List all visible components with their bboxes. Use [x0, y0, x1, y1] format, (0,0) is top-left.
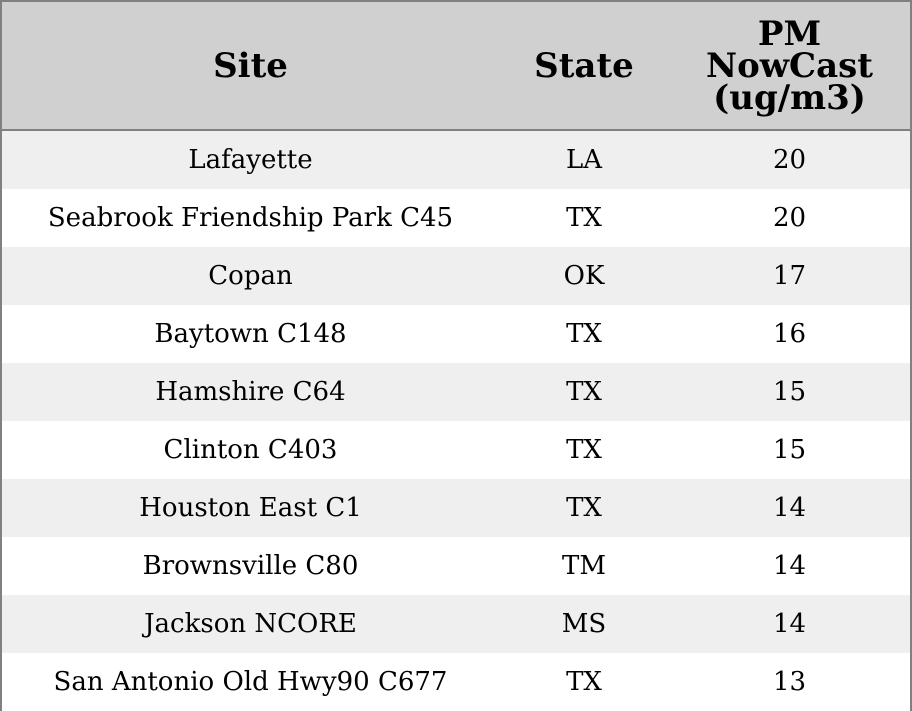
table-row: Clinton C403 TX 15: [2, 421, 910, 479]
cell-site: Brownsville C80: [142, 551, 359, 581]
cell-site: Baytown C148: [154, 319, 347, 349]
header-pm-line1: PM: [757, 13, 822, 54]
header-pm-line2: NowCast: [706, 45, 873, 86]
cell-state: TX: [566, 435, 602, 465]
header-state-label: State: [534, 45, 634, 86]
header-pm-nowcast: PM NowCast (ug/m3): [669, 2, 910, 129]
cell-pm: 16: [772, 319, 807, 349]
table-header-row: Site State PM NowCast (ug/m3): [2, 2, 910, 131]
cell-state: LA: [565, 145, 603, 175]
header-pm-line3: (ug/m3): [713, 77, 866, 118]
cell-site: Jackson NCORE: [144, 609, 357, 639]
cell-state: MS: [561, 609, 607, 639]
table-row: Houston East C1 TX 14: [2, 479, 910, 537]
cell-state: OK: [563, 261, 605, 291]
cell-state: TX: [566, 667, 602, 697]
cell-pm: 15: [772, 435, 807, 465]
cell-pm: 20: [772, 145, 807, 175]
cell-site: Clinton C403: [163, 435, 338, 465]
table-row: Hamshire C64 TX 15: [2, 363, 910, 421]
table-row: Brownsville C80 TM 14: [2, 537, 910, 595]
table-row: Lafayette LA 20: [2, 131, 910, 189]
cell-site: Lafayette: [188, 145, 313, 175]
table-row: San Antonio Old Hwy90 C677 TX 13: [2, 653, 910, 711]
cell-pm: 17: [772, 261, 807, 291]
cell-state: TX: [566, 319, 602, 349]
cell-site: Seabrook Friendship Park C45: [47, 203, 454, 233]
cell-pm: 13: [772, 667, 807, 697]
cell-state: TX: [566, 493, 602, 523]
table-row: Copan OK 17: [2, 247, 910, 305]
header-state: State: [499, 2, 669, 129]
cell-state: TX: [566, 377, 602, 407]
cell-site: Hamshire C64: [155, 377, 346, 407]
cell-state: TM: [562, 551, 606, 581]
header-site: Site: [2, 2, 499, 129]
table-row: Seabrook Friendship Park C45 TX 20: [2, 189, 910, 247]
cell-state: TX: [566, 203, 602, 233]
cell-pm: 15: [772, 377, 807, 407]
cell-site: San Antonio Old Hwy90 C677: [53, 667, 448, 697]
table-row: Baytown C148 TX 16: [2, 305, 910, 363]
header-site-label: Site: [213, 45, 288, 86]
cell-pm: 14: [772, 493, 807, 523]
cell-site: Copan: [208, 261, 293, 291]
cell-pm: 14: [772, 551, 807, 581]
cell-pm: 14: [772, 609, 807, 639]
cell-site: Houston East C1: [139, 493, 362, 523]
table-row: Jackson NCORE MS 14: [2, 595, 910, 653]
table-body: Lafayette LA 20 Seabrook Friendship Park…: [2, 131, 910, 711]
cell-pm: 20: [772, 203, 807, 233]
